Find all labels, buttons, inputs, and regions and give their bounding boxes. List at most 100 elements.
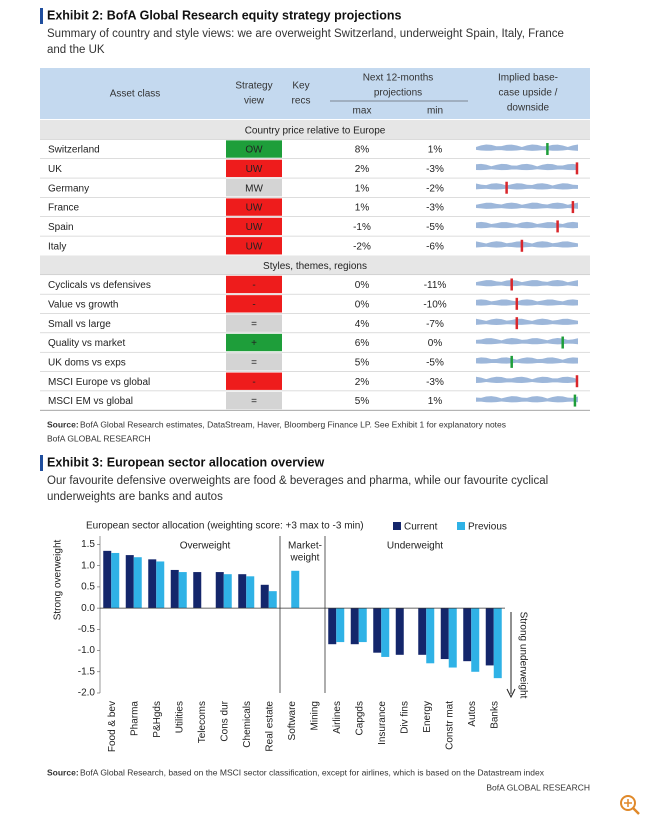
asset: France xyxy=(48,203,80,214)
title-bar xyxy=(40,8,43,24)
x-tick-label: Telecoms xyxy=(197,701,208,743)
view-cell xyxy=(226,237,282,255)
asset: MSCI Europe vs global xyxy=(48,377,150,388)
view-cell xyxy=(226,140,282,158)
view: MW xyxy=(245,183,263,194)
brand: BofA GLOBAL RESEARCH xyxy=(486,782,590,792)
header: Asset class xyxy=(110,89,161,100)
legend-label: Current xyxy=(404,522,438,533)
sparkline xyxy=(476,299,578,306)
sparkline xyxy=(476,279,578,287)
min: 1% xyxy=(428,396,443,407)
sparkline xyxy=(476,163,578,171)
min: -3% xyxy=(426,377,444,388)
table-header xyxy=(40,68,590,119)
bar xyxy=(395,608,404,655)
min: -2% xyxy=(426,183,444,194)
view-cell xyxy=(226,179,282,197)
header: recs xyxy=(292,96,311,107)
x-tick-label: Autos xyxy=(467,701,478,727)
section-row xyxy=(40,255,590,275)
view: - xyxy=(252,377,255,388)
x-tick-label: Constr mat xyxy=(444,701,455,750)
header: Key xyxy=(292,81,309,92)
view: - xyxy=(252,280,255,291)
view-cell xyxy=(226,333,282,352)
max: 6% xyxy=(355,338,370,349)
view: = xyxy=(251,358,257,369)
source-label: Source: xyxy=(47,419,79,429)
x-tick-label: Insurance xyxy=(377,701,388,745)
bar xyxy=(350,608,359,645)
section-title: Country price relative to Europe xyxy=(245,125,386,136)
y-tick-label: 0.0 xyxy=(81,603,95,614)
max: -2% xyxy=(353,241,371,252)
max: 0% xyxy=(355,299,370,310)
bar xyxy=(373,608,382,653)
section-row xyxy=(40,120,590,140)
view: = xyxy=(251,396,257,407)
bar xyxy=(485,608,494,666)
sparkline xyxy=(476,338,578,345)
header: view xyxy=(244,96,265,107)
asset: Cyclicals vs defensives xyxy=(48,280,151,291)
view: OW xyxy=(245,145,263,156)
view-cell xyxy=(226,275,282,294)
source: BofA Global Research, based on the MSCI … xyxy=(80,767,545,777)
y-tick-label: -2.0 xyxy=(78,688,96,699)
asset: Switzerland xyxy=(48,145,100,156)
min: -7% xyxy=(426,319,444,330)
sparkline xyxy=(476,396,578,403)
x-tick-label: Cons dur xyxy=(219,700,230,741)
annotation: Market- xyxy=(288,541,322,552)
bar xyxy=(471,608,480,672)
asset: Spain xyxy=(48,222,74,233)
max: 2% xyxy=(355,164,370,175)
exhibit2-subtitle: and the UK xyxy=(47,44,105,56)
x-tick-label: Mining xyxy=(309,701,320,730)
zoom-icon[interactable] xyxy=(620,795,640,815)
view-cell xyxy=(226,295,282,313)
asset: Small vs large xyxy=(48,319,111,330)
view: UW xyxy=(246,222,263,233)
bar xyxy=(260,584,269,609)
asset: Value vs growth xyxy=(48,299,118,310)
min: -3% xyxy=(426,203,444,214)
sparkline xyxy=(476,183,578,190)
view-cell xyxy=(226,391,282,410)
bar xyxy=(358,608,367,643)
sparkline xyxy=(476,318,578,325)
max: 5% xyxy=(355,396,370,407)
bar xyxy=(381,608,390,657)
source: BofA Global Research estimates, DataStre… xyxy=(80,419,506,429)
bar xyxy=(215,572,224,609)
view-cell xyxy=(226,353,282,371)
y-tick-label: -0.5 xyxy=(78,624,96,635)
bar xyxy=(246,576,255,609)
annotation: Overweight xyxy=(180,541,231,552)
arrow-head xyxy=(506,688,516,699)
legend-swatch xyxy=(457,522,465,530)
x-tick-label: Pharma xyxy=(129,701,140,736)
x-tick-label: Food & bev xyxy=(107,701,118,752)
sparkline xyxy=(476,202,578,209)
y-tick-label: 1.0 xyxy=(81,560,95,571)
max: 1% xyxy=(355,183,370,194)
brand: BofA GLOBAL RESEARCH xyxy=(47,433,151,443)
exhibit3-subtitle: Our favourite defensive overweights are … xyxy=(47,475,548,487)
asset: UK xyxy=(48,164,62,175)
x-tick-label: Capgds xyxy=(354,701,365,735)
y-tick-label: -1.5 xyxy=(78,666,96,677)
view: - xyxy=(252,299,255,310)
source-label: Source: xyxy=(47,767,79,777)
x-tick-label: Banks xyxy=(489,701,500,729)
x-tick-label: Real estate xyxy=(264,701,275,752)
bar xyxy=(133,557,142,609)
x-tick-label: Utilities xyxy=(174,701,185,733)
bar xyxy=(223,574,232,609)
exhibit3-subtitle: underweights are banks and autos xyxy=(47,491,223,503)
min: 1% xyxy=(428,145,443,156)
view: UW xyxy=(246,203,263,214)
asset: MSCI EM vs global xyxy=(48,396,133,407)
